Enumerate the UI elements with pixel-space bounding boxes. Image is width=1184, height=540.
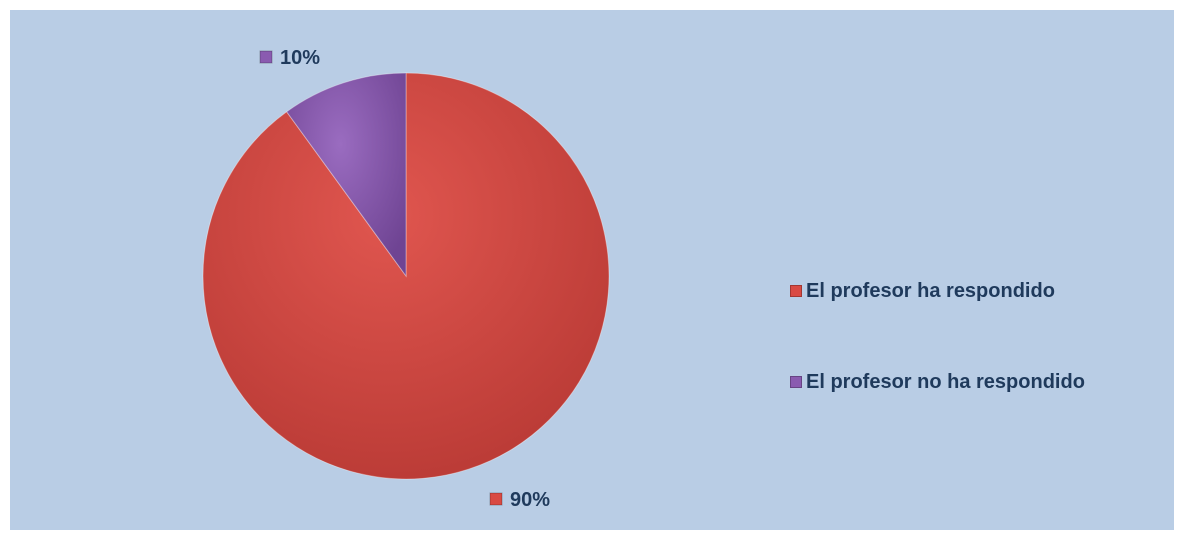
legend: El profesor ha respondido El profesor no… xyxy=(790,278,1085,460)
label-swatch-not-responded xyxy=(259,50,273,64)
pie-chart: 90% 10% xyxy=(202,47,610,511)
pie-slice-responded xyxy=(202,72,610,480)
legend-label-responded: El profesor ha respondido xyxy=(806,279,1055,302)
legend-swatch-not-responded xyxy=(790,376,802,388)
pie-data-labels: 90% 10% xyxy=(259,47,550,511)
pie-slices xyxy=(202,72,610,480)
legend-swatch-responded xyxy=(790,285,802,297)
pie-slice-not-responded xyxy=(285,72,407,278)
label-swatch-responded xyxy=(489,492,503,506)
legend-item-responded: El profesor ha respondido xyxy=(790,278,1085,304)
legend-item-not-responded: El profesor no ha respondido xyxy=(790,369,1085,395)
chart-area: 90% 10% El profesor ha respondido El prof… xyxy=(10,10,1174,530)
legend-label-not-responded: El profesor no ha respondido xyxy=(806,370,1085,393)
pie-label-not-responded: 10% xyxy=(280,47,320,69)
pie-label-responded: 90% xyxy=(510,489,550,511)
